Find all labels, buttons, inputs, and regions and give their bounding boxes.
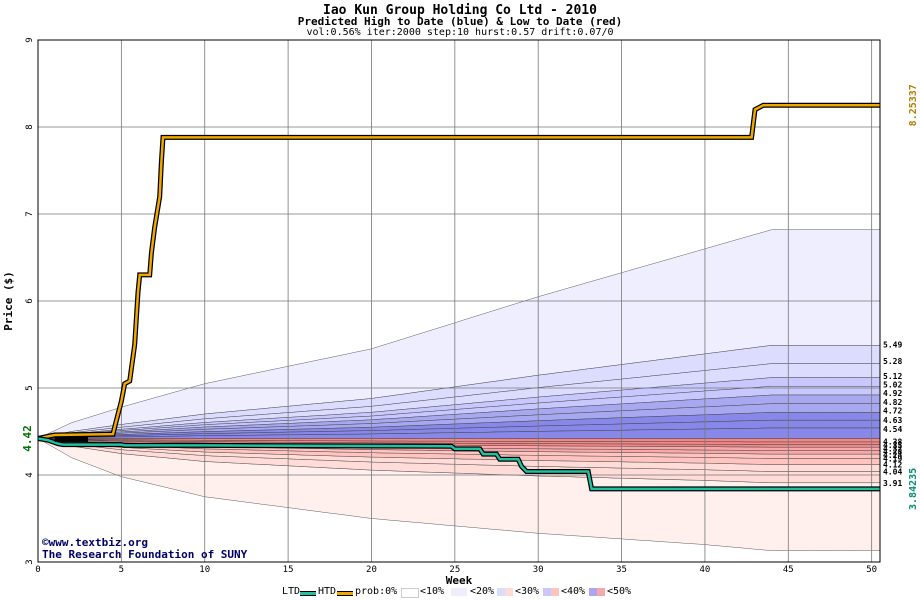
footer-org: The Research Foundation of SUNY (42, 548, 248, 561)
legend-band-30-swatch (543, 588, 559, 596)
x-tick-label-45: 45 (783, 565, 794, 575)
legend-band-10: <10% (420, 586, 445, 597)
right-label-high-4: 4.92 (883, 389, 902, 398)
legend-prob-label: prob:0% (355, 586, 398, 597)
start-cluster (54, 436, 89, 442)
y-tick-label-8: 8 (25, 124, 35, 129)
series-htd-line (37, 104, 880, 440)
footer-site: ©www.textbiz.org (42, 536, 148, 549)
legend-band-10-swatch (451, 588, 467, 596)
right-label-high-7: 4.63 (883, 416, 902, 425)
legend-htd-swatch (337, 591, 353, 596)
legend-band-20: <20% (470, 586, 495, 597)
right-label-low-2: 4.32 (883, 444, 902, 453)
plot-frame (37, 39, 881, 563)
x-tick-label-35: 35 (616, 565, 627, 575)
right-label-low-5: 4.19 (883, 455, 902, 464)
x-tick-label-5: 5 (119, 565, 124, 575)
x-tick-label-15: 15 (283, 565, 294, 575)
legend-band-50: <50% (607, 586, 632, 597)
right-label-high-0: 5.49 (883, 341, 902, 350)
series-ltd-line (37, 437, 880, 491)
y-tick-label-5: 5 (25, 385, 35, 390)
right-label-low-1: 4.35 (883, 441, 902, 450)
x-axis-label: Week (446, 574, 473, 587)
footer-site-text: www.textbiz.org (48, 536, 148, 549)
right-label-high-5: 4.82 (883, 398, 902, 407)
chart-subtitle: Predicted High to Date (blue) & Low to D… (297, 15, 623, 28)
legend-band-30: <30% (515, 586, 540, 597)
x-tick-label-25: 25 (449, 565, 460, 575)
y-axis-label: Price ($) (2, 271, 15, 331)
y-tick-label-3: 3 (25, 559, 35, 564)
legend-ltd-swatch (300, 591, 316, 596)
y-tick-label-7: 7 (25, 211, 35, 216)
right-label-low-0: 4.38 (883, 438, 902, 447)
start-price-label: 4.42 (21, 425, 34, 452)
legend-prob0-swatch (401, 588, 419, 598)
legend-ltd-label: LTD (282, 586, 301, 597)
right-label-high-6: 4.72 (883, 407, 902, 416)
x-tick-label-20: 20 (366, 565, 377, 575)
legend-band-20-swatch (497, 588, 513, 596)
legend-htd-label: HTD (318, 586, 337, 597)
chart-title: Iao Kun Group Holding Co Ltd - 2010 (323, 3, 597, 18)
copyright-symbol: © (42, 536, 49, 549)
right-label-high-3: 5.02 (883, 381, 902, 390)
x-tick-label-40: 40 (700, 565, 711, 575)
right-label-low-8: 3.91 (883, 479, 902, 488)
x-tick-label-50: 50 (866, 565, 877, 575)
x-tick-label-10: 10 (199, 565, 210, 575)
y-tick-label-6: 6 (25, 298, 35, 303)
right-label-low-6: 4.12 (883, 461, 902, 470)
right-label-high-1: 5.28 (883, 357, 902, 366)
right-label-low-3: 4.28 (883, 448, 902, 457)
chart-params: vol:0.56% iter:2000 step:10 hurst:0.57 d… (306, 27, 614, 38)
min-price-label: 3.84235 (908, 468, 919, 510)
x-tick-label-0: 0 (35, 565, 40, 575)
y-tick-label-9: 9 (25, 37, 35, 42)
legend-band-40-swatch (589, 588, 605, 596)
right-label-low-7: 4.04 (883, 468, 902, 477)
max-price-label: 8.25337 (908, 84, 919, 126)
right-label-low-4: 4.24 (883, 451, 902, 460)
x-tick-label-30: 30 (533, 565, 544, 575)
y-tick-label-4: 4 (25, 472, 35, 477)
right-label-high-8: 4.54 (883, 425, 902, 434)
right-label-high-2: 5.12 (883, 372, 902, 381)
legend-band-40: <40% (561, 586, 586, 597)
